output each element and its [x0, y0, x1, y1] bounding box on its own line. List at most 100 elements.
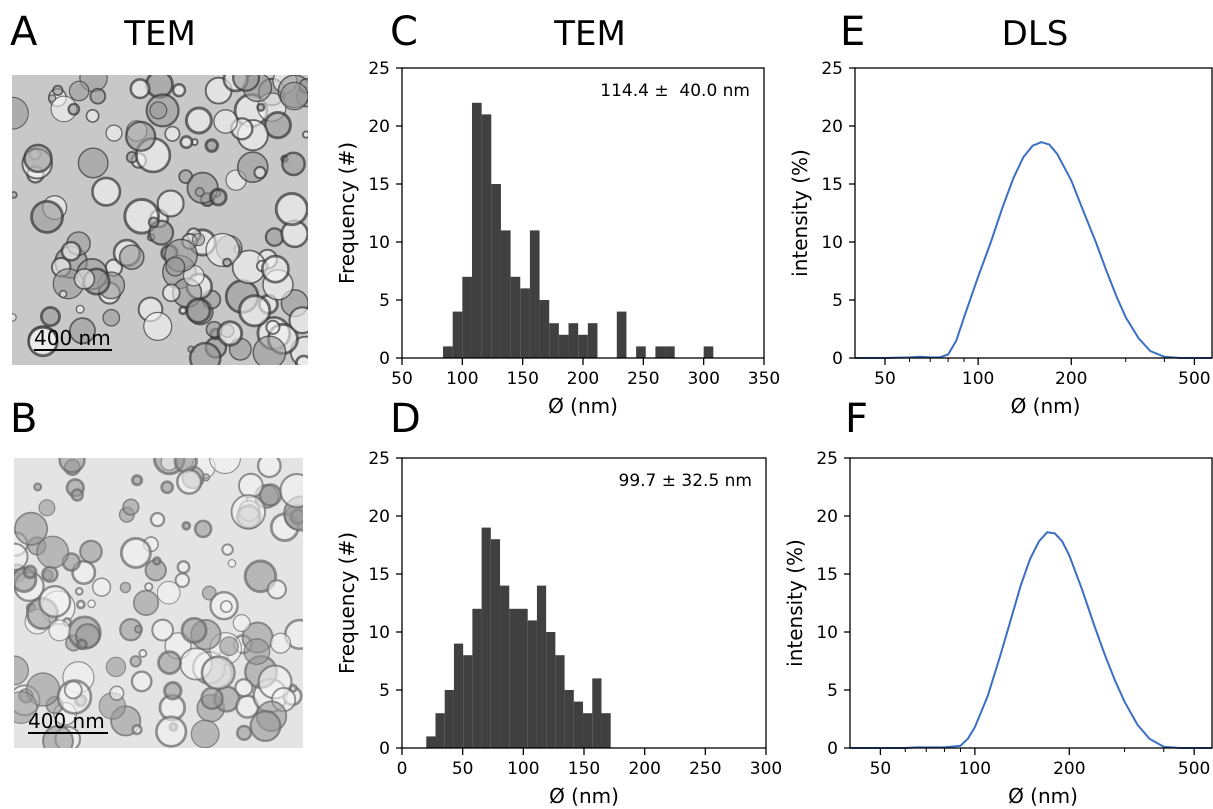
panel-letter: E	[840, 9, 865, 55]
particle	[219, 600, 233, 613]
particle	[27, 326, 59, 358]
annotation: 99.7 ± 32.5 nm	[619, 471, 753, 491]
y-tick-label: 5	[379, 291, 390, 311]
particle	[87, 599, 96, 609]
y-tick-label: 20	[816, 507, 838, 527]
particle	[173, 458, 198, 474]
particle	[155, 715, 188, 748]
bar	[573, 701, 584, 748]
particle	[12, 313, 17, 322]
particle	[138, 648, 148, 658]
bar	[510, 276, 521, 358]
y-tick-label: 25	[368, 59, 390, 79]
x-tick-label: 50	[391, 369, 413, 389]
particle	[30, 199, 64, 234]
particle	[238, 294, 272, 328]
particle	[133, 624, 143, 634]
particle	[39, 306, 61, 328]
particle	[70, 488, 84, 502]
particle	[33, 482, 43, 492]
particle	[219, 636, 239, 657]
particle	[265, 319, 281, 335]
particle	[156, 189, 185, 218]
bar	[587, 323, 598, 358]
particle	[263, 111, 292, 140]
particle	[253, 165, 267, 180]
y-tick-label: 5	[379, 681, 390, 701]
particle	[105, 124, 123, 142]
y-tick-label: 25	[368, 449, 390, 469]
particle	[249, 710, 282, 743]
y-tick-label: 20	[368, 117, 390, 137]
x-tick-label: 200	[567, 369, 599, 389]
particle	[232, 614, 251, 633]
particle	[129, 655, 142, 668]
y-tick-label: 10	[368, 623, 390, 643]
bar	[636, 346, 646, 358]
scale-bar-label: 400 nm	[28, 709, 105, 733]
x-tick-label: 200	[628, 759, 660, 779]
bar	[453, 643, 464, 748]
x-tick-label: 150	[568, 759, 600, 779]
particle	[201, 473, 211, 482]
particle	[294, 354, 308, 365]
particle	[91, 176, 122, 207]
particle	[243, 638, 271, 665]
particle	[301, 130, 308, 139]
particle	[180, 616, 208, 644]
y-tick-label: 15	[816, 565, 838, 585]
x-tick-label: 350	[748, 369, 780, 389]
particle	[216, 320, 244, 347]
particle	[149, 101, 168, 120]
particle	[102, 308, 121, 327]
particle	[125, 120, 157, 152]
x-tick-label: 100	[959, 759, 991, 779]
x-axis-label: Ø (nm)	[548, 394, 618, 418]
particle	[149, 511, 166, 528]
bar	[426, 736, 436, 748]
y-tick-label: 15	[368, 565, 390, 585]
particle	[48, 619, 71, 642]
x-tick-label: 250	[627, 369, 659, 389]
particle	[38, 584, 72, 618]
panel-letter: F	[845, 396, 868, 442]
particle	[131, 723, 143, 736]
particle	[60, 240, 82, 262]
particle	[232, 75, 261, 92]
bar	[536, 585, 547, 748]
particle	[12, 96, 29, 130]
particle	[14, 542, 29, 571]
particle	[130, 670, 153, 693]
panel-title: TEM	[553, 14, 626, 54]
bar	[592, 678, 602, 748]
y-axis-label: Frequency (#)	[335, 532, 359, 674]
x-tick-label: 500	[1178, 759, 1210, 779]
panel-letter: C	[390, 9, 418, 55]
particle	[145, 75, 174, 99]
scale-bar-label: 400 nm	[34, 326, 111, 350]
y-tick-label: 20	[368, 507, 390, 527]
particle	[243, 559, 278, 594]
particle	[63, 680, 83, 700]
particle	[36, 535, 70, 569]
x-tick-label: 50	[874, 369, 896, 389]
particle	[42, 724, 74, 748]
bar	[452, 311, 463, 358]
y-tick-label: 10	[816, 623, 838, 643]
particle	[58, 458, 86, 474]
y-tick-label: 15	[821, 175, 843, 195]
particle	[279, 473, 303, 509]
particle	[162, 283, 181, 303]
particle	[143, 311, 173, 342]
particle	[164, 125, 181, 142]
particle	[184, 106, 213, 135]
particle	[119, 581, 132, 594]
y-tick-label: 15	[368, 175, 390, 195]
line	[850, 531, 1212, 749]
particle	[193, 519, 213, 539]
plot-frame	[854, 67, 1213, 359]
plot-frame	[849, 457, 1213, 749]
y-tick-label: 20	[821, 117, 843, 137]
